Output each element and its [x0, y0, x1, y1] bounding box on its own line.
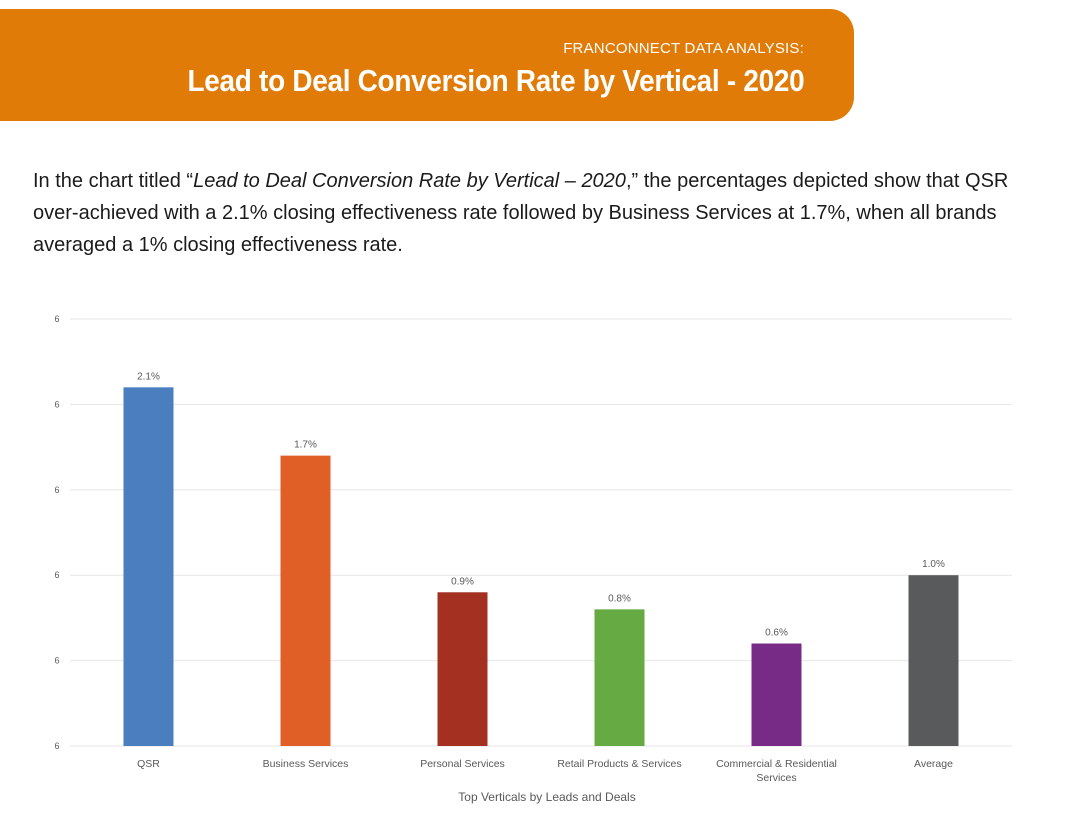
bar	[594, 609, 645, 746]
data-label: 0.9%	[451, 576, 474, 587]
y-tick-label: 6	[54, 656, 59, 666]
bar	[437, 592, 488, 746]
bar	[908, 575, 959, 746]
y-tick-label: 6	[54, 485, 59, 495]
x-tick-label: Commercial & Residential	[716, 758, 837, 770]
bar	[751, 643, 802, 746]
x-tick-label: Services	[756, 772, 796, 784]
intro-chart-title: Lead to Deal Conversion Rate by Vertical…	[193, 170, 626, 192]
x-tick-label: Business Services	[263, 758, 349, 770]
data-label: 1.0%	[922, 559, 945, 570]
intro-paragraph: In the chart titled “Lead to Deal Conver…	[33, 165, 1043, 261]
intro-text-end: ,” the percentages depicted show that QS…	[33, 170, 1009, 256]
header-banner: FRANCONNECT DATA ANALYSIS: Lead to Deal …	[0, 9, 854, 121]
data-label: 0.6%	[765, 628, 788, 639]
intro-text-start: In the chart titled “	[33, 170, 194, 192]
y-tick-label: 6	[54, 570, 59, 580]
banner-kicker: FRANCONNECT DATA ANALYSIS:	[563, 40, 804, 57]
data-label: 1.7%	[294, 440, 317, 451]
bar	[123, 387, 174, 746]
y-tick-label: 6	[54, 399, 59, 409]
x-tick-label: Retail Products & Services	[557, 758, 681, 770]
x-tick-label: Average	[914, 758, 953, 770]
y-tick-label: 6	[54, 314, 59, 324]
data-label: 0.8%	[608, 593, 631, 604]
data-label: 2.1%	[137, 371, 160, 382]
bar	[280, 455, 331, 746]
y-tick-label: 6	[54, 741, 59, 751]
banner-title: Lead to Deal Conversion Rate by Vertical…	[187, 63, 804, 98]
x-tick-label: Personal Services	[420, 758, 505, 770]
x-axis-title: Top Verticals by Leads and Deals	[458, 790, 635, 804]
x-tick-label: QSR	[137, 758, 160, 770]
